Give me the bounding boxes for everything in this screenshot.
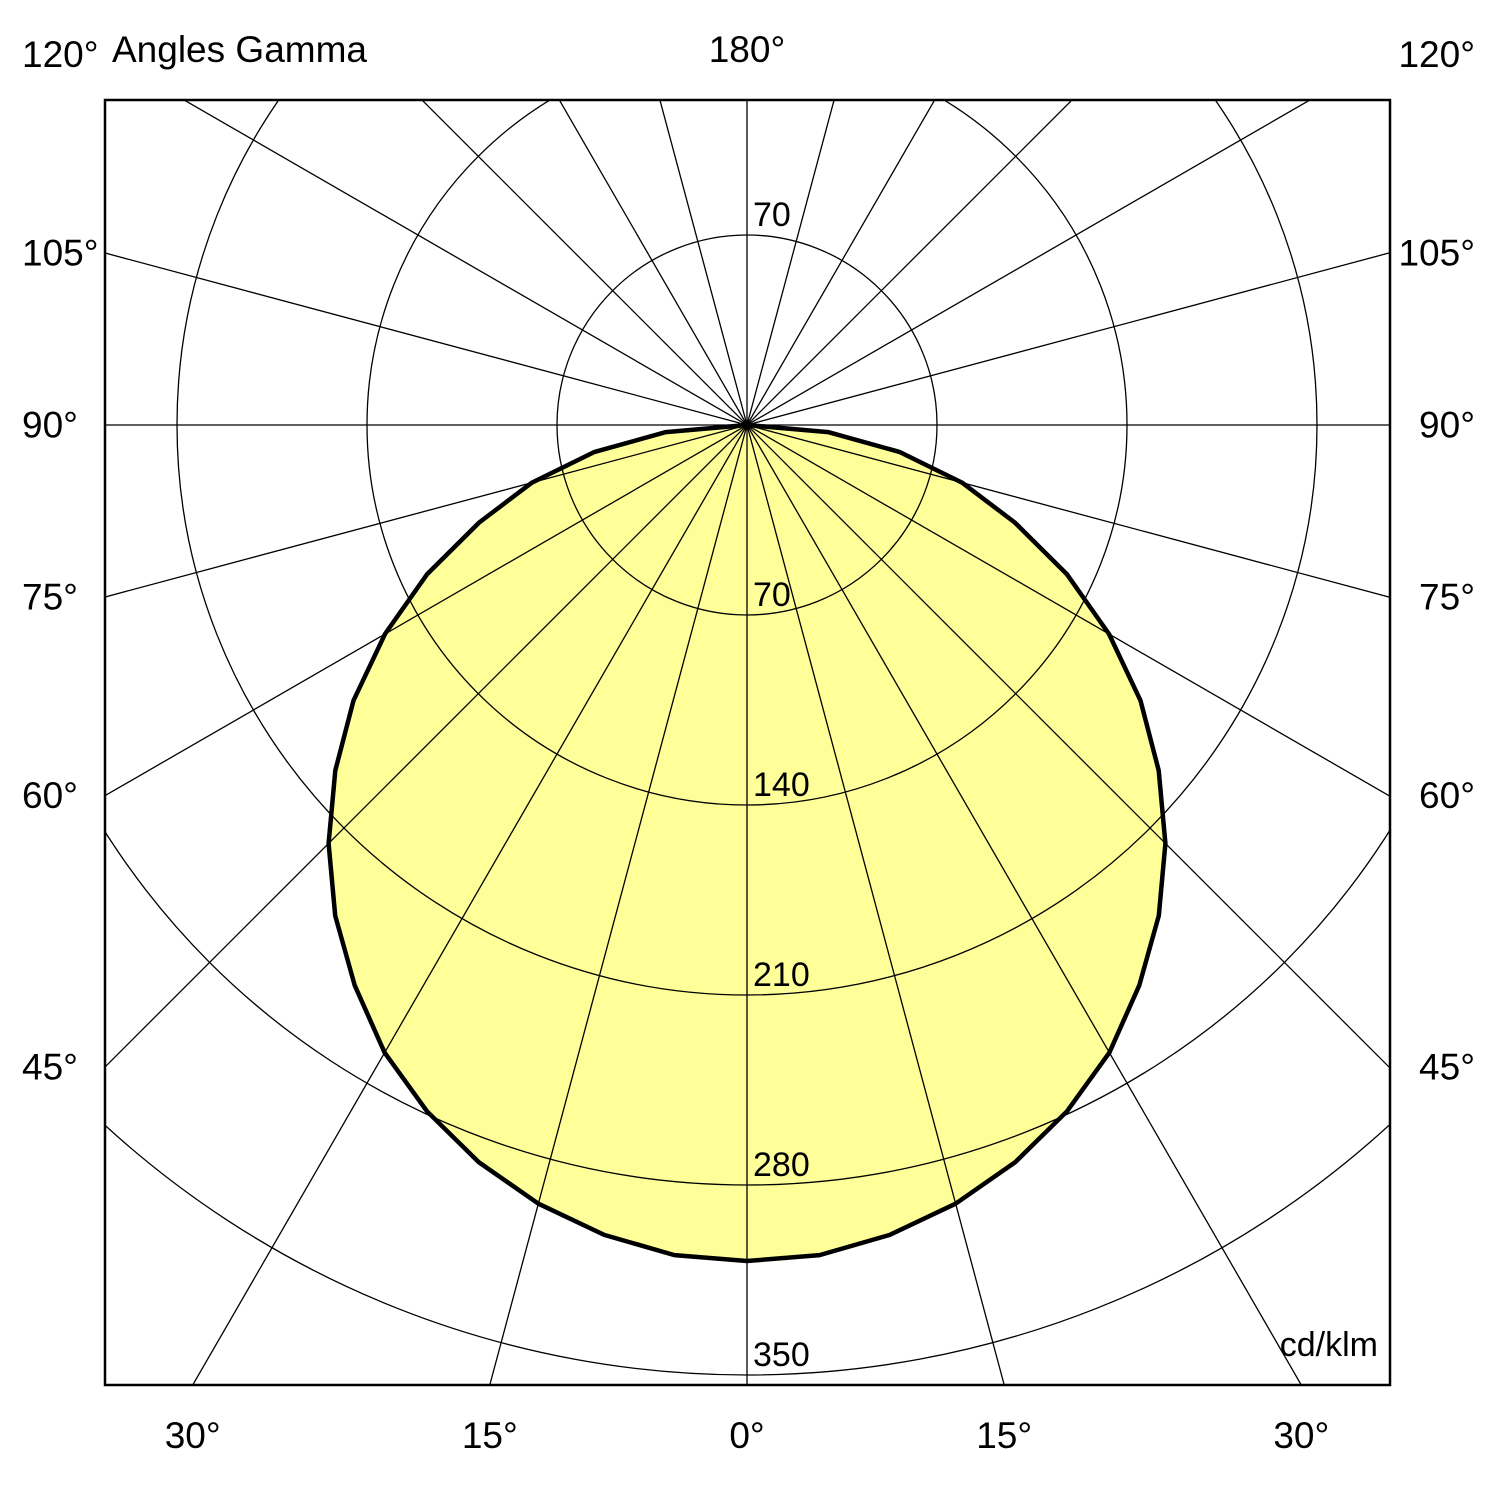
unit-label: cd/klm [1280,1326,1378,1364]
radial-tick-label: 350 [753,1336,810,1374]
radial-tick-label: 70 [753,576,791,614]
gamma-label-left: 90° [22,405,78,446]
gamma-label-right: 45° [1419,1047,1475,1088]
gamma-label-right: 75° [1419,577,1475,618]
gamma-label-top: 180° [709,29,786,70]
gamma-label-bottom: 30° [165,1415,221,1456]
gamma-label-right: 90° [1419,405,1475,446]
gamma-label-bottom: 15° [976,1415,1032,1456]
intensity-lobe-outline [326,422,1168,1264]
gamma-label-bottom: 30° [1273,1415,1329,1456]
radial-tick-label: 210 [753,956,810,994]
gamma-label-bottom: 0° [729,1415,764,1456]
gamma-label-right: 60° [1419,775,1475,816]
gamma-label-left: 60° [22,775,78,816]
gamma-label-left: 45° [22,1047,78,1088]
chart-labels: Angles Gamma 180° 120° 120° 105° 105° 90° 90° 75… [22,29,1475,1456]
radial-tick-label: 140 [753,766,810,804]
radial-tick-label-top: 70 [753,196,791,234]
gamma-label-left: 75° [22,577,78,618]
gamma-label-left: 120° [22,34,99,75]
chart-frame [103,98,1392,1387]
gamma-label-right: 105° [1398,233,1475,274]
gamma-label-left: 105° [22,233,99,274]
gamma-label-bottom: 15° [462,1415,518,1456]
radial-tick-label: 280 [753,1146,810,1184]
gamma-label-right: 120° [1398,34,1475,75]
chart-title: Angles Gamma [112,29,367,70]
